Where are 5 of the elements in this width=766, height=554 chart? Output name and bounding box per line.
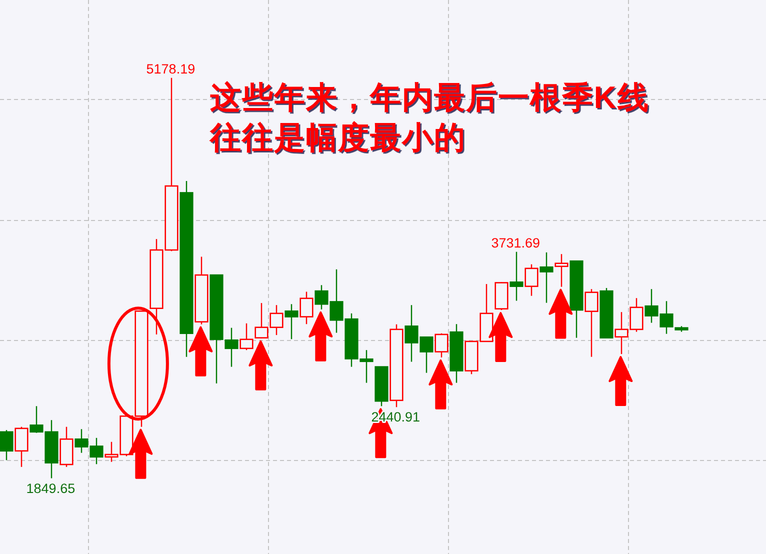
annotation: 3731.69 bbox=[491, 235, 540, 250]
text: 这些年来，年内最后一根季K线 bbox=[210, 80, 650, 115]
annotation: 5178.19 bbox=[146, 61, 196, 76]
annotation: 1849.65 bbox=[26, 480, 76, 496]
text: 往往是幅度最小的 bbox=[208, 120, 466, 155]
